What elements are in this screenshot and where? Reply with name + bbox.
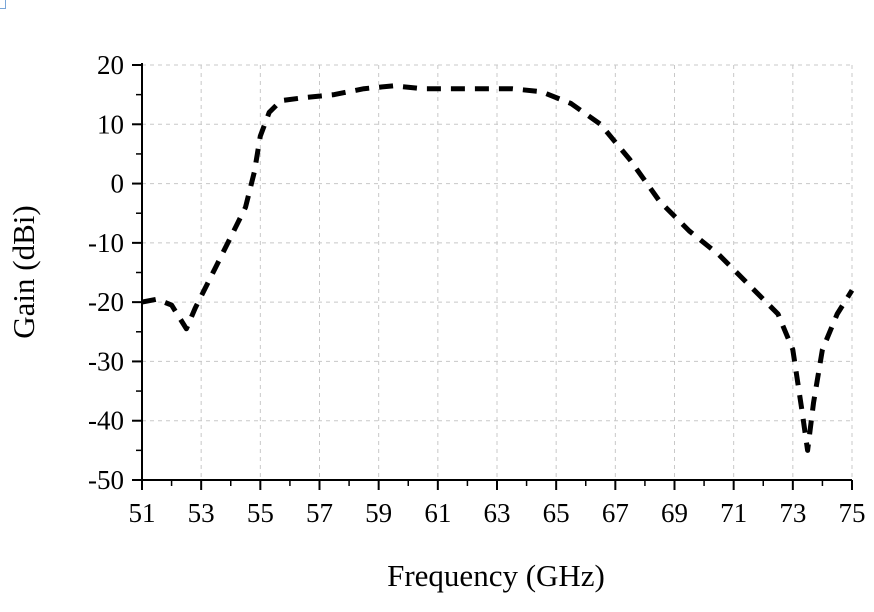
y-tick-label: -20 bbox=[88, 287, 124, 317]
corner-selection-mark bbox=[0, 0, 6, 9]
x-tick-labels: 51 53 55 57 59 61 63 65 67 69 71 73 75 bbox=[129, 498, 866, 528]
x-tick-label: 55 bbox=[247, 498, 274, 528]
x-tick-label: 57 bbox=[306, 498, 333, 528]
axes bbox=[132, 63, 853, 490]
x-tick-label: 65 bbox=[543, 498, 570, 528]
x-tick-label: 51 bbox=[129, 498, 156, 528]
x-tick-label: 75 bbox=[839, 498, 866, 528]
x-tick-label: 63 bbox=[484, 498, 511, 528]
x-axis-title: Frequency (GHz) bbox=[387, 558, 605, 593]
series-layer bbox=[141, 83, 855, 453]
y-tick-label: -40 bbox=[88, 406, 124, 436]
x-tick-label: 61 bbox=[424, 498, 451, 528]
x-tick-label: 59 bbox=[365, 498, 392, 528]
y-tick-label: -50 bbox=[88, 465, 124, 495]
y-tick-labels: 20 10 0 -10 -20 -30 -40 -50 bbox=[88, 50, 124, 495]
x-tick-label: 67 bbox=[602, 498, 629, 528]
y-tick-label: 0 bbox=[111, 169, 125, 199]
x-tick-label: 71 bbox=[720, 498, 747, 528]
y-tick-label: -10 bbox=[88, 228, 124, 258]
grid-lines bbox=[142, 64, 853, 480]
gain-series-line bbox=[141, 83, 855, 453]
y-axis-title: Gain (dBi) bbox=[6, 205, 41, 338]
x-tick-label: 73 bbox=[779, 498, 806, 528]
x-tick-label: 53 bbox=[188, 498, 215, 528]
y-tick-label: -30 bbox=[88, 346, 124, 376]
y-tick-label: 10 bbox=[97, 109, 124, 139]
y-tick-label: 20 bbox=[97, 50, 124, 80]
x-tick-label: 69 bbox=[661, 498, 688, 528]
